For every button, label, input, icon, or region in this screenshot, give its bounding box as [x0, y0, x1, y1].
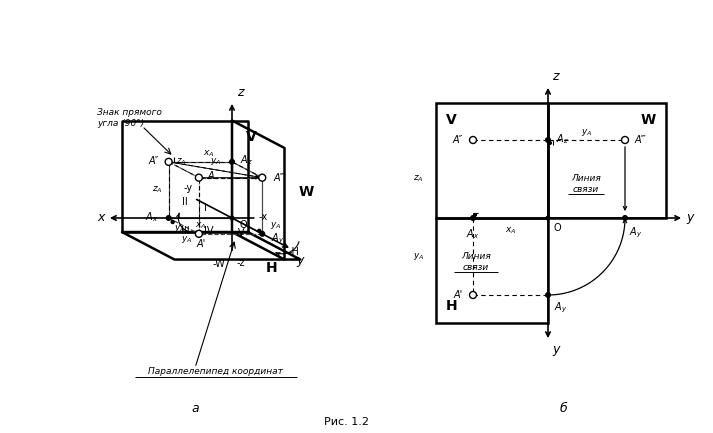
Bar [436, 218, 548, 323]
Circle shape [230, 216, 234, 220]
Text: $A_y$: $A_y$ [629, 226, 642, 240]
Text: $y_A$: $y_A$ [210, 156, 221, 167]
Text: A″: A″ [453, 135, 463, 145]
Text: $x_A$: $x_A$ [505, 226, 516, 236]
Text: A': A' [453, 290, 463, 300]
Circle shape [230, 159, 235, 164]
Text: A‴: A‴ [635, 135, 647, 145]
Circle shape [622, 136, 628, 143]
Circle shape [171, 220, 174, 223]
Circle shape [260, 232, 265, 236]
Text: H: H [446, 299, 458, 313]
Text: O: O [553, 223, 560, 233]
Text: $A_z$: $A_z$ [240, 153, 253, 167]
Text: x: x [98, 211, 105, 224]
Bar [548, 103, 666, 218]
Text: $A_x$: $A_x$ [145, 210, 158, 224]
Text: A': A' [196, 239, 205, 249]
Text: y: y [686, 211, 693, 224]
Text: Знак прямого
угла (90°): Знак прямого угла (90°) [97, 108, 162, 128]
Text: W: W [299, 185, 314, 199]
Text: $y_A$: $y_A$ [413, 251, 424, 262]
Text: A″: A″ [148, 156, 158, 166]
Text: $A_y$: $A_y$ [271, 232, 284, 246]
Text: H: H [266, 261, 277, 275]
Text: $y_A$: $y_A$ [581, 127, 593, 139]
Text: $y_A$: $y_A$ [270, 220, 282, 231]
Circle shape [549, 142, 551, 144]
Circle shape [545, 293, 550, 297]
Text: Рис. 1.2: Рис. 1.2 [324, 417, 369, 427]
Text: $x_A$: $x_A$ [195, 221, 206, 231]
Circle shape [622, 216, 627, 220]
Text: -x: -x [259, 212, 268, 222]
Circle shape [469, 291, 476, 298]
Circle shape [471, 216, 476, 220]
Text: V: V [246, 130, 257, 144]
Text: -W: -W [212, 259, 225, 269]
Text: y: y [297, 254, 304, 267]
Text: б: б [559, 401, 567, 414]
Text: II: II [183, 197, 188, 207]
Text: $y_A$: $y_A$ [174, 223, 185, 235]
Text: $z_A$: $z_A$ [175, 157, 186, 167]
Text: IV: IV [204, 226, 214, 236]
Text: $z_A$: $z_A$ [414, 174, 424, 184]
Text: III: III [181, 226, 190, 236]
Bar [436, 103, 548, 218]
Circle shape [166, 216, 171, 220]
Text: а: а [191, 401, 199, 414]
Text: $y_A$: $y_A$ [181, 234, 193, 246]
Text: z: z [237, 86, 244, 99]
Text: A: A [208, 171, 215, 181]
Circle shape [165, 158, 172, 165]
Text: Параллелепипед координат: Параллелепипед координат [148, 368, 282, 377]
Text: O: O [239, 220, 247, 230]
Text: -y: -y [183, 183, 193, 193]
Text: A‴: A‴ [273, 173, 285, 183]
Circle shape [257, 229, 261, 233]
Circle shape [195, 230, 202, 237]
Text: $A_z$: $A_z$ [556, 132, 569, 146]
Circle shape [546, 216, 550, 220]
Circle shape [259, 174, 266, 181]
Text: z: z [552, 70, 558, 83]
Text: -z: -z [237, 258, 245, 268]
Text: -V: -V [235, 228, 245, 238]
Circle shape [473, 214, 476, 216]
Text: I: I [204, 203, 207, 213]
Text: y: y [552, 343, 560, 356]
Text: Линия
связи: Линия связи [461, 252, 491, 271]
Text: Линия
связи: Линия связи [571, 174, 601, 194]
Text: V: V [446, 113, 457, 127]
Text: -H: -H [289, 247, 299, 257]
Text: $A_y$: $A_y$ [554, 301, 568, 315]
Circle shape [545, 138, 550, 142]
Text: $z_A$: $z_A$ [152, 184, 163, 195]
Text: W: W [641, 113, 656, 127]
Text: $x_A$: $x_A$ [202, 149, 214, 159]
Text: $A_x$: $A_x$ [466, 227, 480, 241]
Circle shape [195, 174, 202, 181]
Circle shape [469, 136, 476, 143]
